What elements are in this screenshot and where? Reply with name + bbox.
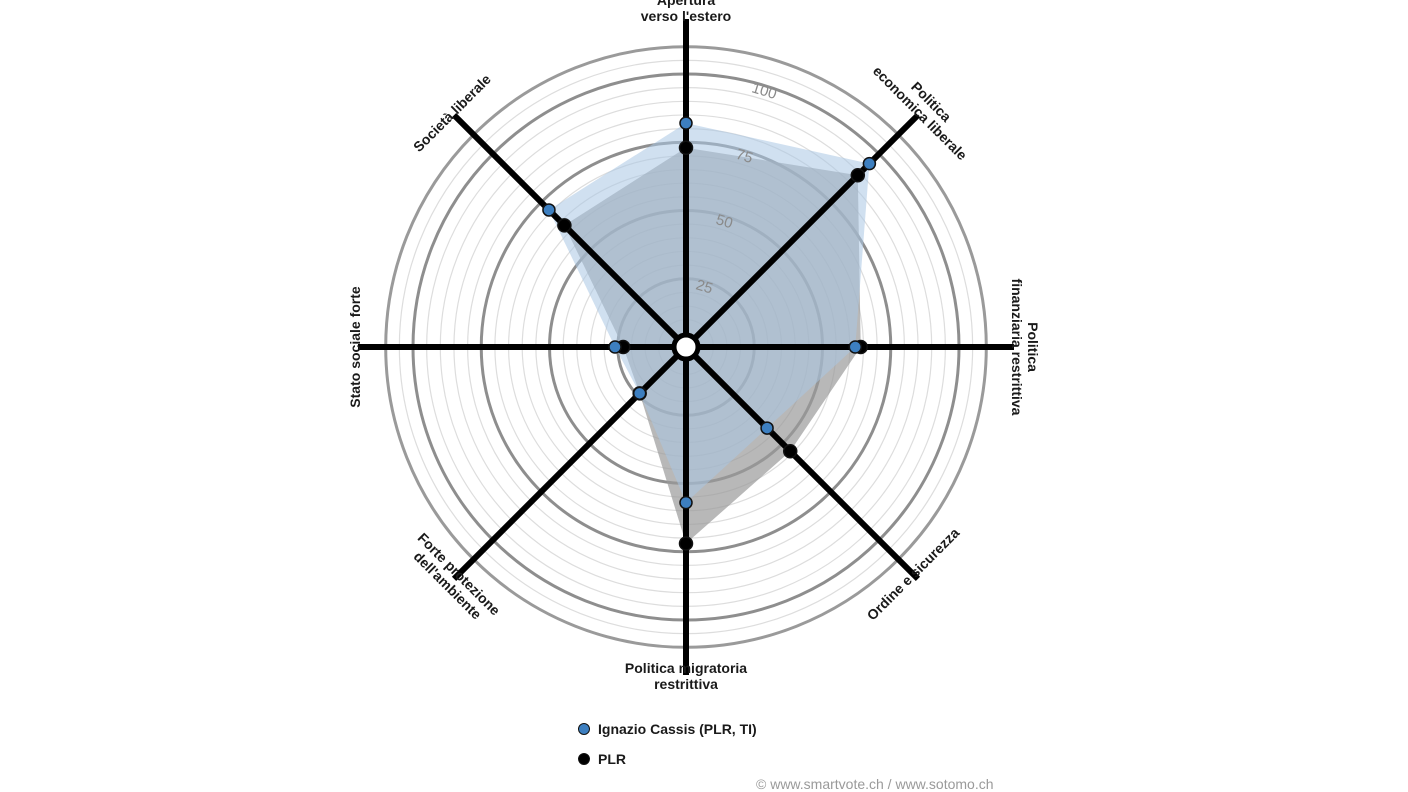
axis-spoke xyxy=(683,344,921,582)
data-point-cassis xyxy=(862,156,877,171)
data-point-plr xyxy=(678,140,694,155)
data-point-plr xyxy=(850,167,866,183)
data-point-plr xyxy=(557,218,572,233)
axis-spoke xyxy=(451,344,689,582)
axis-spoke xyxy=(683,112,921,350)
axis-label-line: Politica migratoria xyxy=(625,660,747,676)
axis-label-line: verso l'estero xyxy=(641,8,732,24)
series-points xyxy=(542,116,877,551)
series-area-cassis xyxy=(548,123,870,503)
data-point-cassis xyxy=(848,340,863,354)
data-point-plr xyxy=(678,536,694,551)
data-point-cassis xyxy=(608,340,622,354)
legend-item-plr: PLR xyxy=(578,744,757,774)
ring-tick-label: 50 xyxy=(714,211,735,232)
ring-tick-label: 75 xyxy=(734,146,755,167)
axis-label: Stato sociale forte xyxy=(347,286,363,408)
legend-label-cassis: Ignazio Cassis (PLR, TI) xyxy=(598,721,757,737)
data-point-cassis xyxy=(760,421,774,435)
legend-label-plr: PLR xyxy=(598,751,626,767)
source-credit: © www.smartvote.ch / www.sotomo.ch xyxy=(756,776,994,792)
axis-label-line: Apertura xyxy=(657,0,716,8)
axis-label-line: Politica xyxy=(1025,322,1041,372)
axis-spoke xyxy=(451,112,689,350)
axis-label-line: Stato sociale forte xyxy=(347,286,363,408)
data-point-cassis xyxy=(542,203,556,217)
ring-tick-labels: 25 50 75 100 xyxy=(694,79,779,297)
legend-swatch-cassis xyxy=(578,723,590,735)
data-point-cassis xyxy=(632,386,647,401)
center-hub xyxy=(671,332,701,362)
axis-label-line: restrittiva xyxy=(654,676,718,692)
ring-tick-label: 25 xyxy=(694,276,715,297)
ring-tick-label: 100 xyxy=(750,79,779,103)
legend-item-cassis: Ignazio Cassis (PLR, TI) xyxy=(578,714,757,744)
data-point-cassis xyxy=(679,116,693,130)
axis-spokes xyxy=(358,19,1014,675)
legend: Ignazio Cassis (PLR, TI) PLR xyxy=(578,714,757,774)
data-point-cassis xyxy=(679,495,693,510)
legend-swatch-plr xyxy=(578,753,590,765)
data-point-plr xyxy=(782,443,798,459)
axis-label-line: finanziaria restrittiva xyxy=(1009,279,1025,416)
